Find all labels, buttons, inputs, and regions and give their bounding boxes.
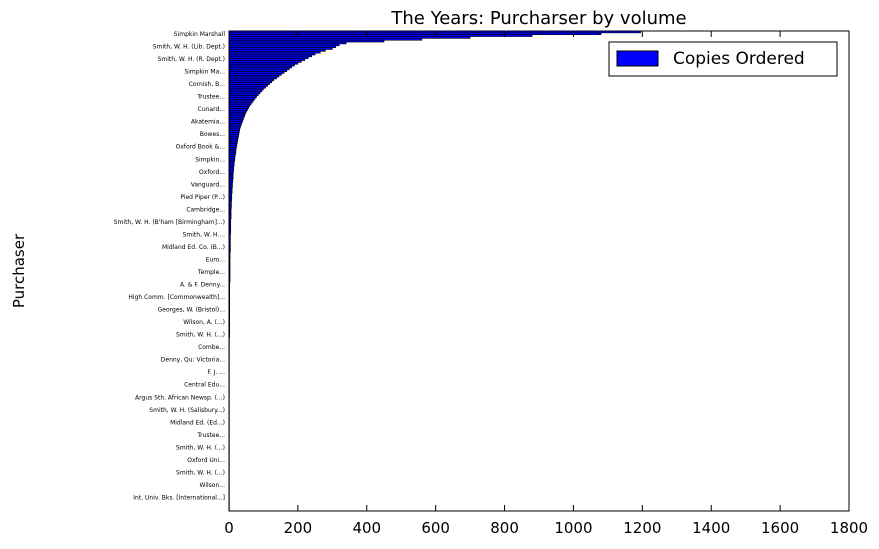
category-label: Cunard... [198,106,225,113]
category-label: Smith, W. H. (...) [176,444,225,451]
x-axis: 0 200 400 600 800 1000 1200 1400 1600 1800 [224,31,868,537]
category-label: Bowes... [200,131,225,138]
category-label: Pied Piper (P...) [180,194,225,201]
x-tick-label: 400 [352,519,381,537]
category-label: Simpkin Ma... [184,69,225,76]
category-label: A. & F. Denny... [180,282,225,289]
category-label: Georges, W. (Bristol)... [158,307,225,314]
category-label: High Comm. [Commonwealth]... [128,294,225,301]
category-label: Trustee... [196,94,225,101]
category-label: F. J. ... [207,369,225,376]
category-label: Combe... [198,344,225,351]
category-label: Cambridge... [186,206,225,213]
x-tick-label: 0 [224,519,234,537]
category-label: Wilson, A. (...) [183,319,225,326]
category-label: Midland Ed. (Ed...) [170,419,225,426]
category-label: Wilson... [200,482,226,489]
category-label: Denny, Qu: Victoria... [161,357,225,364]
x-tick-label: 800 [490,519,519,537]
category-label: Vanguard... [191,181,225,188]
category-label: Smith, W. H. (B'ham [Birmingham]...) [114,219,225,226]
legend-swatch [617,51,658,66]
category-label: Argus Sth. African Newsp. (...) [135,394,225,401]
x-tick-label: 1400 [692,519,730,537]
category-label: Int. Univ. Bks. [International...] [133,494,225,501]
category-label: Trustee... [196,432,225,439]
x-tick-label: 1600 [761,519,799,537]
y-axis-label: Purchaser [10,233,28,308]
x-tick-label: 600 [421,519,450,537]
plot-frame [229,31,849,511]
category-label: Simpkin... [195,156,225,163]
x-tick-label: 1800 [830,519,868,537]
bars-layer [229,31,641,511]
category-label: Temple... [197,269,225,276]
category-label: Oxford Uni... [187,457,225,464]
legend-label: Copies Ordered [673,49,805,69]
category-label: Simpkin Marshall [174,31,226,38]
category-label: Midland Ed. Co. (B...) [162,244,225,251]
x-tick-label: 1200 [623,519,661,537]
category-label: Smith, W. H. (...) [176,469,225,476]
category-label: Smith, W. H. (...) [176,332,225,339]
category-label: Smith, W. H. (Salisbury...) [149,407,225,414]
category-label: Central Edu... [184,382,225,389]
legend: Copies Ordered [609,42,837,76]
category-label: Oxford Book &... [176,144,225,151]
category-label: Akatemia... [191,119,225,126]
category-label: Smith, W. H. (Lib. Dept.) [153,44,225,51]
x-tick-label: 200 [284,519,313,537]
category-label: Smith, W. H.... [183,231,225,238]
x-tick-label: 1000 [554,519,592,537]
category-label: Oxford... [199,169,225,176]
category-labels: Simpkin Marshall Smith, W. H. (Lib. Dept.… [114,31,226,501]
chart-title: The Years: Purcharser by volume [390,8,686,29]
category-label: Smith, W. H. (R. Dept.) [158,56,225,63]
category-label: Cornish, B... [189,81,225,88]
category-label: Euro... [206,256,225,263]
